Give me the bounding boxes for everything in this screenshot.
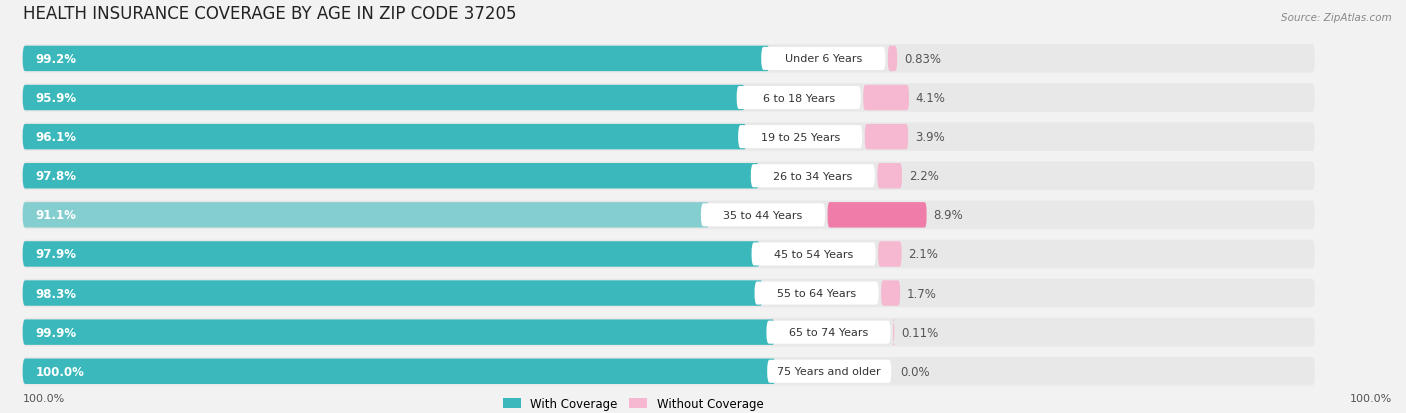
FancyBboxPatch shape <box>755 282 879 305</box>
Text: 65 to 74 Years: 65 to 74 Years <box>789 328 868 337</box>
FancyBboxPatch shape <box>22 45 1315 74</box>
FancyBboxPatch shape <box>22 162 1315 190</box>
FancyBboxPatch shape <box>877 164 901 189</box>
FancyBboxPatch shape <box>893 320 896 345</box>
Text: 98.3%: 98.3% <box>35 287 76 300</box>
FancyBboxPatch shape <box>22 242 761 267</box>
Text: 0.83%: 0.83% <box>904 53 941 66</box>
Text: 3.9%: 3.9% <box>915 131 945 144</box>
Text: 0.11%: 0.11% <box>901 326 938 339</box>
FancyBboxPatch shape <box>22 279 1315 308</box>
Text: 4.1%: 4.1% <box>915 92 946 105</box>
FancyBboxPatch shape <box>882 281 900 306</box>
Text: 97.9%: 97.9% <box>35 248 76 261</box>
Text: 100.0%: 100.0% <box>22 393 65 403</box>
FancyBboxPatch shape <box>22 281 763 306</box>
FancyBboxPatch shape <box>22 123 1315 152</box>
FancyBboxPatch shape <box>22 84 1315 112</box>
Text: 45 to 54 Years: 45 to 54 Years <box>773 249 853 259</box>
FancyBboxPatch shape <box>22 201 1315 230</box>
Text: 99.9%: 99.9% <box>35 326 77 339</box>
FancyBboxPatch shape <box>828 203 927 228</box>
Text: 0.0%: 0.0% <box>901 365 931 378</box>
Text: 91.1%: 91.1% <box>35 209 76 222</box>
Text: 95.9%: 95.9% <box>35 92 77 105</box>
Text: 19 to 25 Years: 19 to 25 Years <box>761 132 839 142</box>
Text: Under 6 Years: Under 6 Years <box>785 54 862 64</box>
FancyBboxPatch shape <box>22 358 776 384</box>
FancyBboxPatch shape <box>761 48 886 71</box>
Text: HEALTH INSURANCE COVERAGE BY AGE IN ZIP CODE 37205: HEALTH INSURANCE COVERAGE BY AGE IN ZIP … <box>22 5 516 24</box>
FancyBboxPatch shape <box>22 125 747 150</box>
FancyBboxPatch shape <box>865 125 908 150</box>
Text: 2.2%: 2.2% <box>908 170 939 183</box>
FancyBboxPatch shape <box>737 87 860 110</box>
FancyBboxPatch shape <box>863 85 908 111</box>
FancyBboxPatch shape <box>22 357 1315 386</box>
FancyBboxPatch shape <box>738 126 862 149</box>
Text: 100.0%: 100.0% <box>1350 393 1392 403</box>
Text: 99.2%: 99.2% <box>35 53 76 66</box>
FancyBboxPatch shape <box>22 164 759 189</box>
FancyBboxPatch shape <box>752 243 876 266</box>
FancyBboxPatch shape <box>702 204 825 227</box>
Text: 6 to 18 Years: 6 to 18 Years <box>762 93 835 103</box>
FancyBboxPatch shape <box>22 318 1315 347</box>
Text: 1.7%: 1.7% <box>907 287 936 300</box>
FancyBboxPatch shape <box>22 47 769 72</box>
Text: 97.8%: 97.8% <box>35 170 76 183</box>
FancyBboxPatch shape <box>22 203 710 228</box>
FancyBboxPatch shape <box>887 47 897 72</box>
Legend: With Coverage, Without Coverage: With Coverage, Without Coverage <box>503 397 763 410</box>
FancyBboxPatch shape <box>22 240 1315 268</box>
FancyBboxPatch shape <box>879 242 901 267</box>
FancyBboxPatch shape <box>768 360 891 383</box>
Text: 2.1%: 2.1% <box>908 248 938 261</box>
FancyBboxPatch shape <box>22 85 745 111</box>
Text: 100.0%: 100.0% <box>35 365 84 378</box>
Text: 26 to 34 Years: 26 to 34 Years <box>773 171 852 181</box>
Text: Source: ZipAtlas.com: Source: ZipAtlas.com <box>1281 13 1392 24</box>
Text: 55 to 64 Years: 55 to 64 Years <box>778 288 856 298</box>
FancyBboxPatch shape <box>22 320 775 345</box>
Text: 35 to 44 Years: 35 to 44 Years <box>723 210 803 220</box>
Text: 75 Years and older: 75 Years and older <box>778 366 882 376</box>
FancyBboxPatch shape <box>766 321 890 344</box>
FancyBboxPatch shape <box>751 165 875 188</box>
Text: 96.1%: 96.1% <box>35 131 76 144</box>
Text: 8.9%: 8.9% <box>934 209 963 222</box>
